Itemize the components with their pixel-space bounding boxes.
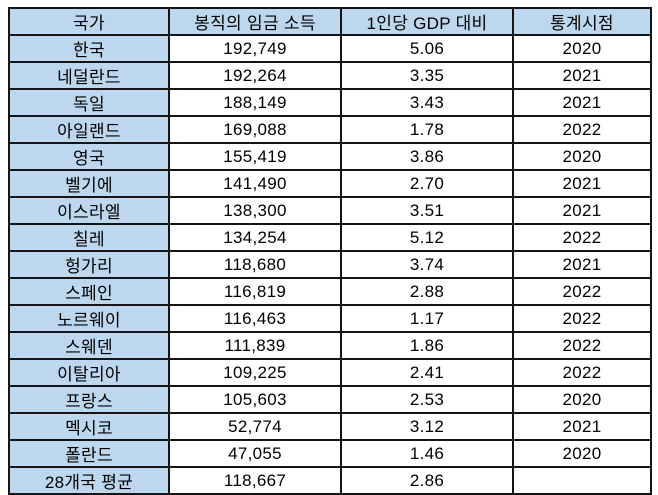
gdp-ratio-cell: 2.53 [340, 385, 514, 414]
country-cell: 28개국 평균 [8, 466, 170, 495]
table-row: 스페인 116,819 2.88 2022 [8, 277, 652, 306]
table-row: 이탈리아 109,225 2.41 2022 [8, 358, 652, 387]
table-row: 칠레 134,254 5.12 2022 [8, 223, 652, 252]
gdp-ratio-cell: 1.86 [340, 331, 514, 360]
stat-year-cell: 2021 [512, 88, 652, 117]
wage-income-cell: 118,680 [168, 250, 342, 279]
gdp-ratio-cell: 1.78 [340, 115, 514, 144]
stat-year-cell: 2022 [512, 277, 652, 306]
country-cell: 헝가리 [8, 250, 170, 279]
country-cell: 벨기에 [8, 169, 170, 198]
gdp-ratio-cell: 5.12 [340, 223, 514, 252]
table-row: 프랑스 105,603 2.53 2020 [8, 385, 652, 414]
country-cell: 스웨덴 [8, 331, 170, 360]
wage-income-cell: 141,490 [168, 169, 342, 198]
table-row: 노르웨이 116,463 1.17 2022 [8, 304, 652, 333]
country-cell: 이탈리아 [8, 358, 170, 387]
table-screenshot: 국가 봉직의 임금 소득 1인당 GDP 대비 통계시점 한국 192,749 5.… [8, 7, 652, 495]
gdp-ratio-cell: 3.74 [340, 250, 514, 279]
wage-income-cell: 105,603 [168, 385, 342, 414]
country-cell: 영국 [8, 142, 170, 171]
stat-year-cell [512, 466, 652, 495]
stat-year-cell: 2022 [512, 331, 652, 360]
wage-income-cell: 188,149 [168, 88, 342, 117]
table-row: 아일랜드 169,088 1.78 2022 [8, 115, 652, 144]
country-cell: 한국 [8, 34, 170, 63]
wage-income-cell: 111,839 [168, 331, 342, 360]
col-header-gdp-ratio: 1인당 GDP 대비 [340, 7, 514, 36]
wage-income-cell: 47,055 [168, 439, 342, 468]
table-row: 한국 192,749 5.06 2020 [8, 34, 652, 63]
stat-year-cell: 2020 [512, 34, 652, 63]
table-row: 28개국 평균 118,667 2.86 [8, 466, 652, 495]
gdp-ratio-cell: 2.41 [340, 358, 514, 387]
wage-income-cell: 192,749 [168, 34, 342, 63]
header-row: 국가 봉직의 임금 소득 1인당 GDP 대비 통계시점 [8, 7, 652, 36]
table-row: 헝가리 118,680 3.74 2021 [8, 250, 652, 279]
wage-income-cell: 134,254 [168, 223, 342, 252]
wage-income-cell: 109,225 [168, 358, 342, 387]
gdp-ratio-cell: 2.88 [340, 277, 514, 306]
table-row: 네덜란드 192,264 3.35 2021 [8, 61, 652, 90]
gdp-ratio-cell: 3.12 [340, 412, 514, 441]
table-row: 이스라엘 138,300 3.51 2021 [8, 196, 652, 225]
stat-year-cell: 2022 [512, 223, 652, 252]
stat-year-cell: 2020 [512, 385, 652, 414]
stat-year-cell: 2020 [512, 142, 652, 171]
table-row: 멕시코 52,774 3.12 2021 [8, 412, 652, 441]
country-cell: 폴란드 [8, 439, 170, 468]
wage-income-cell: 118,667 [168, 466, 342, 495]
country-cell: 스페인 [8, 277, 170, 306]
stat-year-cell: 2021 [512, 61, 652, 90]
gdp-ratio-cell: 1.46 [340, 439, 514, 468]
col-header-year: 통계시점 [512, 7, 652, 36]
country-cell: 칠레 [8, 223, 170, 252]
table-row: 독일 188,149 3.43 2021 [8, 88, 652, 117]
gdp-ratio-cell: 2.86 [340, 466, 514, 495]
stat-year-cell: 2022 [512, 358, 652, 387]
country-cell: 멕시코 [8, 412, 170, 441]
col-header-wage: 봉직의 임금 소득 [168, 7, 342, 36]
physician-wage-table: 국가 봉직의 임금 소득 1인당 GDP 대비 통계시점 한국 192,749 5.… [8, 7, 652, 495]
table-row: 벨기에 141,490 2.70 2021 [8, 169, 652, 198]
stat-year-cell: 2022 [512, 115, 652, 144]
country-cell: 독일 [8, 88, 170, 117]
stat-year-cell: 2021 [512, 169, 652, 198]
table-row: 폴란드 47,055 1.46 2020 [8, 439, 652, 468]
stat-year-cell: 2022 [512, 304, 652, 333]
country-cell: 네덜란드 [8, 61, 170, 90]
country-cell: 노르웨이 [8, 304, 170, 333]
country-cell: 아일랜드 [8, 115, 170, 144]
wage-income-cell: 52,774 [168, 412, 342, 441]
gdp-ratio-cell: 3.43 [340, 88, 514, 117]
wage-income-cell: 192,264 [168, 61, 342, 90]
wage-income-cell: 155,419 [168, 142, 342, 171]
wage-income-cell: 169,088 [168, 115, 342, 144]
wage-income-cell: 116,819 [168, 277, 342, 306]
col-header-country: 국가 [8, 7, 170, 36]
gdp-ratio-cell: 5.06 [340, 34, 514, 63]
table-row: 스웨덴 111,839 1.86 2022 [8, 331, 652, 360]
wage-income-cell: 116,463 [168, 304, 342, 333]
wage-income-cell: 138,300 [168, 196, 342, 225]
table-body: 한국 192,749 5.06 2020 네덜란드 192,264 3.35 2021 독일 18… [8, 34, 652, 495]
stat-year-cell: 2020 [512, 439, 652, 468]
gdp-ratio-cell: 3.86 [340, 142, 514, 171]
stat-year-cell: 2021 [512, 412, 652, 441]
gdp-ratio-cell: 2.70 [340, 169, 514, 198]
table-row: 영국 155,419 3.86 2020 [8, 142, 652, 171]
gdp-ratio-cell: 3.35 [340, 61, 514, 90]
country-cell: 이스라엘 [8, 196, 170, 225]
gdp-ratio-cell: 3.51 [340, 196, 514, 225]
stat-year-cell: 2021 [512, 196, 652, 225]
country-cell: 프랑스 [8, 385, 170, 414]
gdp-ratio-cell: 1.17 [340, 304, 514, 333]
stat-year-cell: 2021 [512, 250, 652, 279]
